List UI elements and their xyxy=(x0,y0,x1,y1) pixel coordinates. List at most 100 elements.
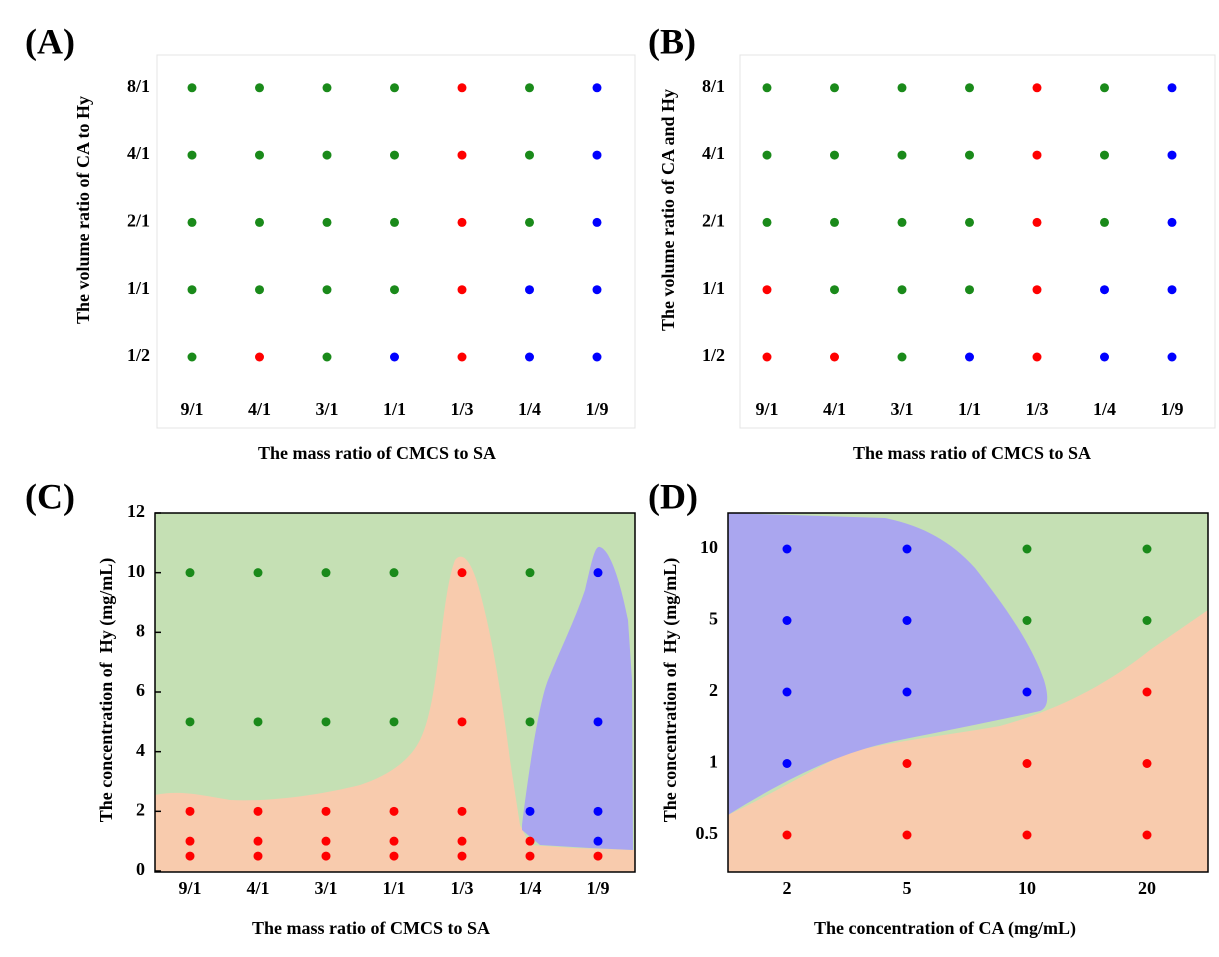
point xyxy=(185,806,195,816)
point xyxy=(525,83,534,93)
point xyxy=(902,759,912,768)
point xyxy=(830,352,839,362)
point xyxy=(965,352,974,362)
x-axis-title: The mass ratio of CMCS to SA xyxy=(252,918,490,938)
point xyxy=(187,150,197,160)
point xyxy=(322,217,332,227)
point xyxy=(253,568,263,578)
point xyxy=(525,851,535,861)
point xyxy=(897,352,907,362)
y-tick-label: 1/2 xyxy=(702,345,725,365)
point xyxy=(390,352,399,362)
y-tick-label: 2/1 xyxy=(127,211,150,231)
point xyxy=(525,806,535,816)
y-tick-label: 8/1 xyxy=(702,76,725,96)
y-tick-label: 1/2 xyxy=(127,345,150,365)
y-tick-label: 1/1 xyxy=(702,278,725,298)
x-tick-label: 1/9 xyxy=(585,399,608,419)
point xyxy=(390,285,399,295)
y-tick-label: 10 xyxy=(700,537,718,557)
point xyxy=(592,150,602,160)
point xyxy=(782,544,792,554)
point xyxy=(830,285,839,295)
point xyxy=(1032,285,1042,295)
panel-label: (A) xyxy=(25,21,75,61)
point xyxy=(965,150,974,160)
point xyxy=(255,83,264,93)
point xyxy=(457,217,467,227)
point xyxy=(782,616,792,625)
point xyxy=(782,687,792,697)
point xyxy=(762,150,772,160)
y-tick-label: 6 xyxy=(136,680,145,700)
point xyxy=(830,217,839,227)
point xyxy=(897,150,907,160)
x-tick-label: 3/1 xyxy=(314,878,337,898)
x-tick-label: 4/1 xyxy=(823,399,846,419)
point xyxy=(762,217,772,227)
y-tick-label: 2 xyxy=(136,799,145,819)
y-tick-label: 5 xyxy=(709,609,718,629)
panel-label: (C) xyxy=(25,476,75,516)
point xyxy=(321,836,331,846)
x-tick-label: 1/4 xyxy=(518,878,541,898)
point xyxy=(389,851,399,861)
x-tick-label: 3/1 xyxy=(315,399,338,419)
point xyxy=(321,568,331,578)
x-tick-label: 1/9 xyxy=(586,878,609,898)
y-tick-label: 2/1 xyxy=(702,211,725,231)
x-tick-label: 4/1 xyxy=(248,399,271,419)
point xyxy=(322,150,332,160)
point xyxy=(389,836,399,846)
x-tick-label: 2 xyxy=(783,878,792,898)
point xyxy=(1032,217,1042,227)
x-tick-label: 9/1 xyxy=(755,399,778,419)
point xyxy=(1167,352,1177,362)
point xyxy=(830,150,839,160)
point xyxy=(187,217,197,227)
x-tick-label: 1/1 xyxy=(383,399,406,419)
point xyxy=(321,851,331,861)
point xyxy=(1100,217,1109,227)
point xyxy=(593,851,603,861)
point xyxy=(525,836,535,846)
point xyxy=(457,285,467,295)
region xyxy=(155,556,635,872)
x-tick-label: 1/3 xyxy=(450,878,473,898)
y-tick-label: 0 xyxy=(136,859,145,879)
point xyxy=(525,352,534,362)
point xyxy=(592,83,602,93)
point xyxy=(322,83,332,93)
y-tick-label: 4/1 xyxy=(127,143,150,163)
point xyxy=(592,217,602,227)
point xyxy=(322,285,332,295)
x-tick-label: 5 xyxy=(903,878,912,898)
y-tick-label: 12 xyxy=(127,501,145,521)
point xyxy=(321,806,331,816)
plot-frame xyxy=(727,512,1209,873)
point xyxy=(321,717,331,727)
point xyxy=(1022,759,1032,768)
y-tick-label: 4/1 xyxy=(702,143,725,163)
point xyxy=(1167,83,1177,93)
point xyxy=(1032,352,1042,362)
point xyxy=(1142,687,1152,697)
point xyxy=(593,806,603,816)
region xyxy=(728,610,1208,872)
point xyxy=(897,285,907,295)
point xyxy=(457,717,467,727)
point xyxy=(322,352,332,362)
point xyxy=(525,568,535,578)
point xyxy=(255,150,264,160)
point xyxy=(187,83,197,93)
point xyxy=(525,217,534,227)
point xyxy=(593,568,603,578)
point xyxy=(902,687,912,697)
x-tick-label: 1/4 xyxy=(1093,399,1116,419)
point xyxy=(1167,285,1177,295)
point xyxy=(525,150,534,160)
point xyxy=(253,851,263,861)
point xyxy=(1100,285,1109,295)
point xyxy=(902,616,912,625)
